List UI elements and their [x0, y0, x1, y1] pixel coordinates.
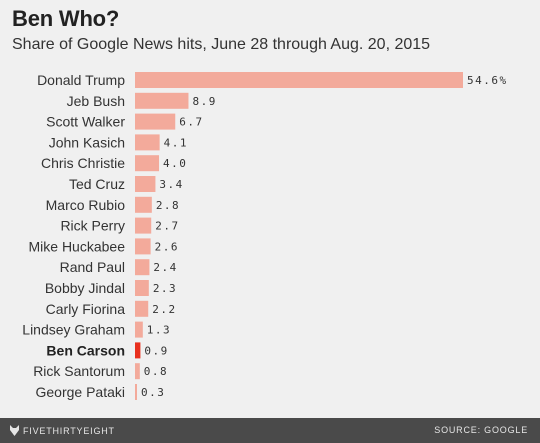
bar-chart: Donald Trump 54.6% Jeb Bush 8.9 Scott Walker…: [22, 72, 508, 400]
category-label: Scott Walker: [46, 114, 125, 130]
category-label: Ben Carson: [46, 342, 125, 358]
value-label: 2.6: [155, 240, 179, 253]
category-label: Chris Christie: [41, 155, 125, 171]
value-label: 8.9: [192, 95, 216, 108]
value-label: 0.3: [141, 386, 165, 399]
footer-bar: FIVETHIRTYEIGHT SOURCE: GOOGLE: [0, 418, 540, 443]
category-label: Ted Cruz: [69, 176, 125, 192]
category-label: Bobby Jindal: [45, 280, 125, 296]
category-label: Marco Rubio: [46, 197, 126, 213]
category-label: Donald Trump: [37, 72, 125, 88]
category-label: Mike Huckabee: [29, 238, 126, 254]
bar: [135, 155, 160, 172]
bar: [135, 384, 137, 400]
category-label: Rick Perry: [60, 218, 125, 234]
value-label: 4.1: [164, 136, 188, 149]
category-label: Jeb Bush: [67, 93, 125, 109]
bar: [135, 134, 160, 151]
brand: FIVETHIRTYEIGHT: [10, 425, 115, 436]
source-label: SOURCE: GOOGLE: [434, 425, 528, 435]
bar: [135, 217, 152, 234]
bar: [135, 196, 152, 213]
value-label: 2.8: [156, 199, 180, 212]
value-label: 3.4: [159, 178, 183, 191]
category-label: John Kasich: [49, 134, 125, 150]
bar: [135, 238, 151, 255]
bar: [135, 342, 141, 359]
value-label: 1.3: [147, 324, 171, 337]
bar: [135, 92, 189, 109]
value-label: 2.4: [153, 261, 177, 274]
bar: [135, 321, 143, 338]
value-label: 2.7: [155, 220, 179, 233]
value-label: 2.3: [153, 282, 177, 295]
category-label: Carly Fiorina: [46, 301, 126, 317]
value-label: 4.0: [163, 157, 187, 170]
bar: [135, 259, 150, 276]
category-label: Rand Paul: [60, 259, 125, 275]
category-label: George Pataki: [36, 384, 126, 400]
bar: [135, 300, 149, 317]
category-label: Rick Santorum: [33, 363, 125, 379]
value-label: 0.9: [144, 344, 168, 357]
bar: [135, 113, 176, 130]
value-label: 0.8: [144, 365, 168, 378]
chart-subtitle: Share of Google News hits, June 28 throu…: [12, 36, 431, 53]
bar: [135, 72, 463, 88]
fox-icon: [10, 425, 19, 436]
category-label: Lindsey Graham: [22, 322, 125, 338]
brand-name: FIVETHIRTYEIGHT: [23, 425, 115, 436]
value-label: 54.6%: [467, 74, 508, 87]
bar: [135, 363, 140, 380]
value-label: 2.2: [152, 303, 176, 316]
bar: [135, 280, 149, 296]
bar: [135, 176, 156, 192]
chart-title: Ben Who?: [12, 6, 120, 31]
value-label: 6.7: [179, 116, 203, 129]
